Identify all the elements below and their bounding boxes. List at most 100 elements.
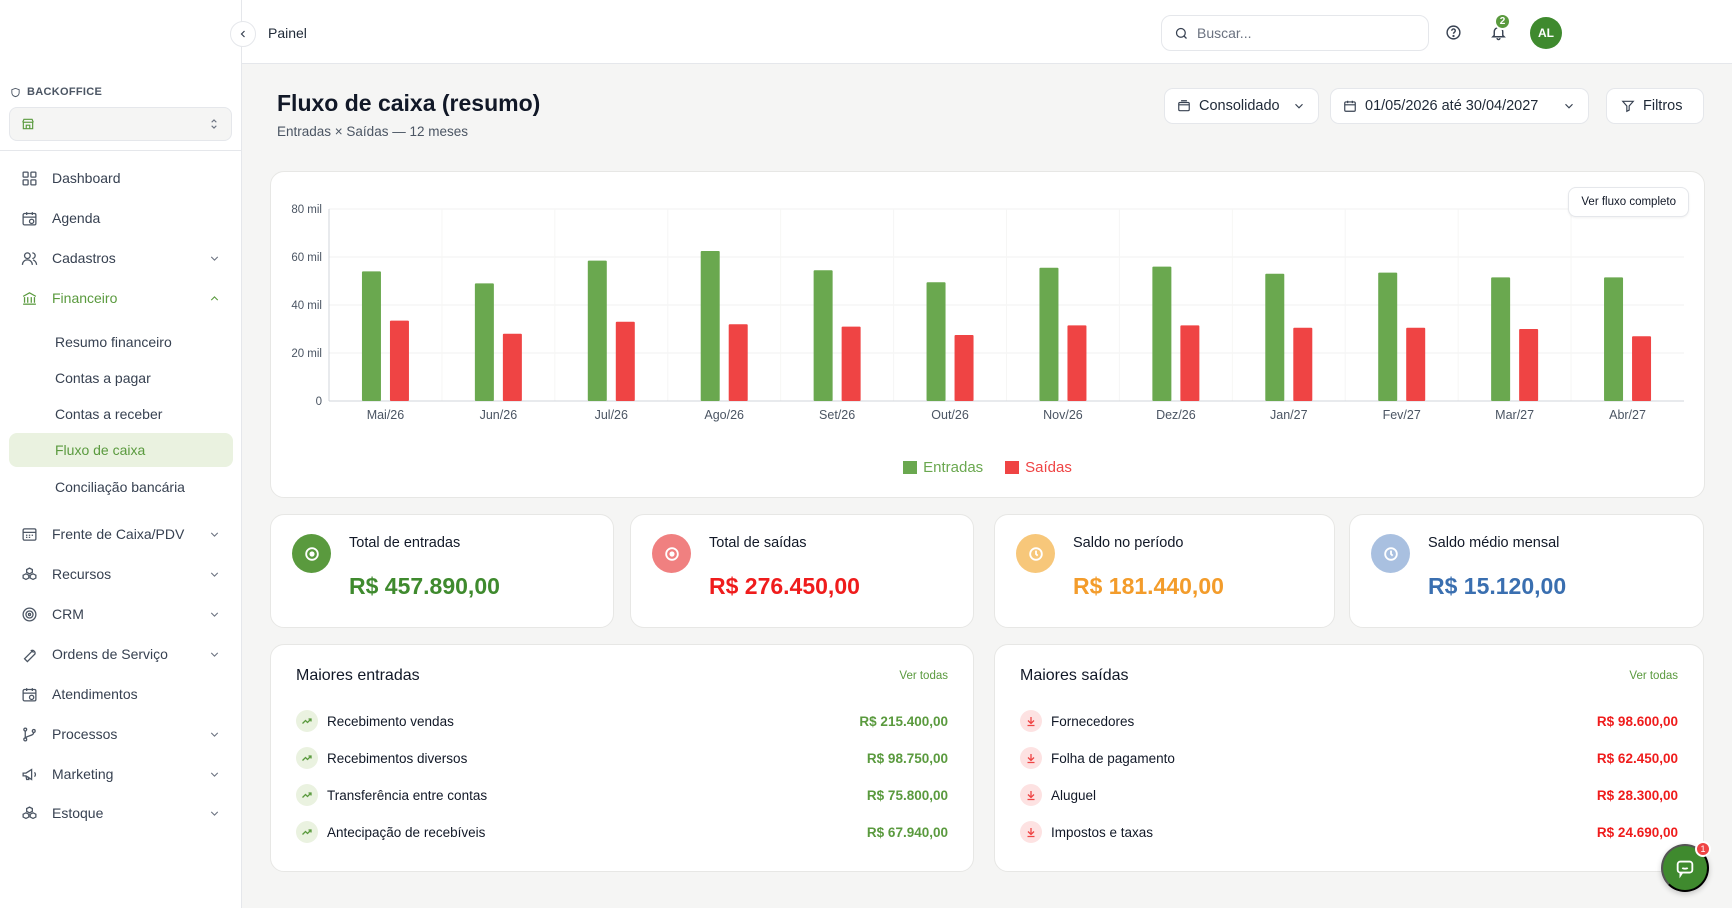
git-branch-icon <box>21 726 38 743</box>
chevron-down-icon <box>208 768 221 781</box>
list-item[interactable]: Recebimentos diversos R$ 98.750,00 <box>296 746 948 770</box>
view-full-flow-button[interactable]: Ver fluxo completo <box>1568 187 1689 217</box>
kpi-label: Total de entradas <box>349 535 461 551</box>
sidebar-item-label: Frente de Caixa/PDV <box>52 526 185 542</box>
legend-item-entradas[interactable]: Entradas <box>903 459 983 476</box>
date-range-picker[interactable]: 01/05/2026 até 30/04/2027 <box>1330 88 1589 124</box>
x-tick-label: Abr/27 <box>1609 408 1646 422</box>
legend-label: Saídas <box>1025 459 1072 476</box>
legend-label: Entradas <box>923 459 984 476</box>
chevron-down-icon <box>208 728 221 741</box>
x-tick-label: Nov/26 <box>1043 408 1083 422</box>
list-item[interactable]: Recebimento vendas R$ 215.400,00 <box>296 709 948 733</box>
x-tick-label: Set/26 <box>819 408 855 422</box>
list-item-label: Impostos e taxas <box>1051 824 1154 840</box>
shield-icon <box>10 87 21 98</box>
bar-entradas <box>926 282 946 401</box>
list-item-label: Folha de pagamento <box>1051 750 1175 766</box>
sidebar-item-label: Estoque <box>52 805 104 821</box>
list-item[interactable]: Folha de pagamento R$ 62.450,00 <box>1020 746 1678 770</box>
sidebar-subitem-contas-a-pagar[interactable]: Contas a pagar <box>55 370 151 386</box>
chevron-down-icon <box>208 807 221 820</box>
wallet-icon <box>1177 99 1191 113</box>
list-item-label: Recebimento vendas <box>327 713 454 729</box>
list-item-value: R$ 24.690,00 <box>1596 824 1678 840</box>
help-icon[interactable] <box>1443 22 1463 42</box>
trending-up-icon <box>296 747 318 769</box>
search-box[interactable] <box>1161 15 1429 51</box>
x-tick-label: Ago/26 <box>704 408 744 422</box>
sidebar-collapse-button[interactable] <box>230 21 256 47</box>
page-subtitle: Entradas × Saídas — 12 meses <box>277 124 468 139</box>
legend-item-saidas[interactable]: Saídas <box>1005 459 1072 476</box>
x-tick-label: Mai/26 <box>367 408 405 422</box>
calendar-check-icon <box>21 686 38 703</box>
sidebar-item-recursos[interactable]: Recursos <box>9 557 233 591</box>
x-tick-label: Jan/27 <box>1270 408 1308 422</box>
list-item-label: Fornecedores <box>1051 713 1135 729</box>
trending-up-icon <box>296 821 318 843</box>
bar-saidas <box>502 333 522 401</box>
bar-saidas <box>389 320 409 401</box>
ver-todas-saidas-link[interactable]: Ver todas <box>1629 670 1678 682</box>
bar-saidas <box>1632 336 1652 401</box>
sidebar-item-estoque[interactable]: Estoque <box>9 796 233 830</box>
sidebar-subitem-contas-a-receber[interactable]: Contas a receber <box>55 406 163 422</box>
chevron-down-icon <box>208 648 221 661</box>
y-tick-label: 20 mil <box>291 348 322 360</box>
sidebar-subitem-conciliacao-bancaria[interactable]: Conciliação bancária <box>55 479 185 495</box>
view-select[interactable]: Consolidado <box>1164 88 1319 124</box>
bar-entradas <box>1604 277 1624 401</box>
chevron-down-icon <box>1562 99 1576 113</box>
legend-swatch <box>903 461 918 474</box>
x-tick-label: Dez/26 <box>1156 408 1196 422</box>
clock-icon <box>1371 534 1410 573</box>
chevron-down-icon <box>208 568 221 581</box>
sidebar-item-label: Atendimentos <box>52 686 138 702</box>
sidebar-item-financeiro[interactable]: Financeiro <box>9 281 233 315</box>
list-item[interactable]: Transferência entre contas R$ 75.800,00 <box>296 783 948 807</box>
card-title: Maiores entradas <box>296 667 420 684</box>
list-item[interactable]: Impostos e taxas R$ 24.690,00 <box>1020 820 1678 844</box>
search-input[interactable] <box>1197 25 1397 41</box>
y-tick-label: 0 <box>316 396 322 408</box>
sidebar-item-cadastros[interactable]: Cadastros <box>9 241 233 275</box>
sidebar-item-label: Agenda <box>52 210 101 226</box>
sidebar: BACKOFFICE Dashboard Agenda Cadastros Fi… <box>0 0 242 908</box>
list-item-value: R$ 215.400,00 <box>859 713 948 729</box>
arrow-down-circle-icon <box>1020 710 1042 732</box>
list-item[interactable]: Aluguel R$ 28.300,00 <box>1020 783 1678 807</box>
calendar-icon <box>1343 99 1357 113</box>
list-item-value: R$ 75.800,00 <box>866 787 948 803</box>
wrench-icon <box>21 646 38 663</box>
sidebar-item-marketing[interactable]: Marketing <box>9 757 233 791</box>
bar-entradas <box>1039 267 1059 401</box>
company-select[interactable] <box>9 107 232 141</box>
sidebar-item-dashboard[interactable]: Dashboard <box>9 161 233 195</box>
x-tick-label: Out/26 <box>931 408 969 422</box>
list-item[interactable]: Antecipação de recebíveis R$ 67.940,00 <box>296 820 948 844</box>
ver-todas-entradas-link[interactable]: Ver todas <box>899 670 948 682</box>
cash-flow-chart-card: 0 20 mil 40 mil 60 mil 80 mil Mai/26 Jun/26 Jul… <box>270 171 1705 498</box>
arrow-down-circle-icon <box>1020 784 1042 806</box>
arrow-down-circle-icon <box>1020 821 1042 843</box>
sidebar-item-atendimentos[interactable]: Atendimentos <box>9 677 233 711</box>
sidebar-item-crm[interactable]: CRM <box>9 597 233 631</box>
filters-button[interactable]: Filtros <box>1606 88 1704 124</box>
sidebar-item-label: Ordens de Serviço <box>52 646 168 662</box>
sidebar-item-processos[interactable]: Processos <box>9 717 233 751</box>
avatar[interactable]: AL <box>1530 17 1562 49</box>
sidebar-item-ordens-de-servico[interactable]: Ordens de Serviço <box>9 637 233 671</box>
sidebar-subitem-resumo-financeiro[interactable]: Resumo financeiro <box>55 334 172 350</box>
chat-button[interactable] <box>1661 844 1709 892</box>
boxes-icon <box>21 805 38 822</box>
kpi-value: R$ 276.450,00 <box>709 573 860 599</box>
list-item-label: Aluguel <box>1051 787 1097 803</box>
filters-label: Filtros <box>1643 98 1683 114</box>
x-tick-label: Jun/26 <box>480 408 518 422</box>
sidebar-subitem-fluxo-de-caixa[interactable]: Fluxo de caixa <box>9 433 233 467</box>
list-item-label: Antecipação de recebíveis <box>327 824 486 840</box>
sidebar-item-agenda[interactable]: Agenda <box>9 201 233 235</box>
list-item[interactable]: Fornecedores R$ 98.600,00 <box>1020 709 1678 733</box>
sidebar-item-frente-de-caixa[interactable]: Frente de Caixa/PDV <box>9 517 233 551</box>
